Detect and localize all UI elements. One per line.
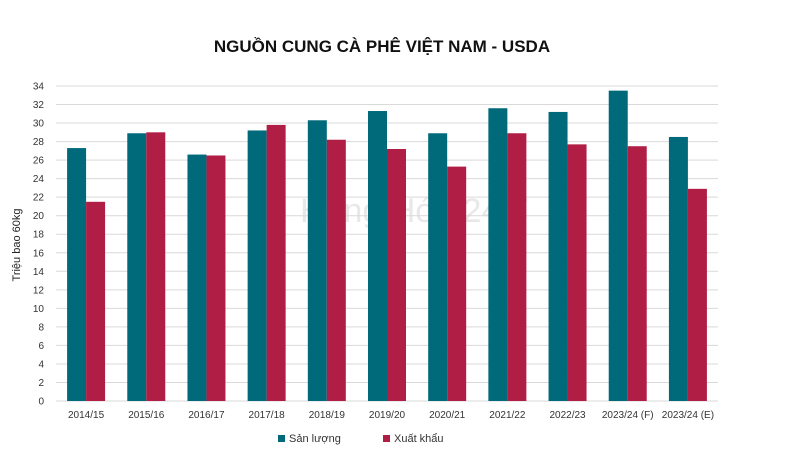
y-tick-label: 20 xyxy=(33,211,45,222)
x-tick-label: 2017/18 xyxy=(249,410,286,421)
bar-san-luong xyxy=(548,111,568,402)
chart-title: NGUỒN CUNG CÀ PHÊ VIỆT NAM - USDA xyxy=(214,37,550,56)
y-tick-label: 12 xyxy=(33,285,45,296)
x-tick-label: 2020/21 xyxy=(429,410,466,421)
bar-xuat-khau xyxy=(86,201,106,401)
y-tick-label: 28 xyxy=(33,137,45,148)
y-tick-label: 18 xyxy=(33,230,45,241)
x-tick-label: 2015/16 xyxy=(128,410,165,421)
bar-san-luong xyxy=(67,148,87,401)
legend-swatch xyxy=(383,435,390,442)
x-tick-label: 2018/19 xyxy=(309,410,346,421)
x-tick-label: 2014/15 xyxy=(68,410,105,421)
bar-xuat-khau xyxy=(326,139,346,401)
y-tick-label: 0 xyxy=(38,397,44,408)
bar-xuat-khau xyxy=(627,146,647,401)
x-tick-label: 2021/22 xyxy=(489,410,526,421)
bar-xuat-khau xyxy=(687,188,707,401)
y-axis-label: Triệu bao 60kg xyxy=(11,209,23,282)
legend-label: Xuất khẩu xyxy=(394,433,444,445)
y-tick-label: 14 xyxy=(33,267,45,278)
x-tick-label: 2016/17 xyxy=(188,410,225,421)
y-tick-label: 30 xyxy=(33,119,45,130)
y-tick-label: 8 xyxy=(38,322,44,333)
bar-xuat-khau xyxy=(567,144,587,401)
x-tick-label: 2023/24 (E) xyxy=(662,410,714,421)
x-axis-ticks: 2014/15 2015/16 2016/17 2017/18 2018/19 2019/… xyxy=(68,410,714,421)
y-tick-label: 4 xyxy=(38,359,44,370)
bar-san-luong xyxy=(488,108,508,401)
bar-xuat-khau xyxy=(146,132,166,401)
x-tick-label: 2023/24 (F) xyxy=(602,410,654,421)
y-tick-label: 26 xyxy=(33,156,45,167)
y-tick-label: 10 xyxy=(33,304,45,315)
y-tick-label: 16 xyxy=(33,248,45,259)
x-tick-label: 2019/20 xyxy=(369,410,406,421)
bar-xuat-khau xyxy=(206,155,226,401)
x-tick-label: 2022/23 xyxy=(549,410,586,421)
y-tick-label: 32 xyxy=(33,100,45,111)
bar-san-luong xyxy=(608,90,628,401)
legend: Sản lượng Xuất khẩu xyxy=(278,433,444,445)
bar-xuat-khau xyxy=(387,149,406,401)
bar-san-luong xyxy=(247,130,267,401)
y-tick-label: 6 xyxy=(38,341,44,352)
bar-xuat-khau xyxy=(447,166,467,401)
y-tick-label: 2 xyxy=(38,378,44,389)
bar-san-luong xyxy=(187,154,207,401)
bar-xuat-khau xyxy=(507,133,527,401)
bar-san-luong xyxy=(668,136,688,402)
bar-san-luong xyxy=(368,111,387,401)
y-tick-label: 24 xyxy=(33,174,45,185)
legend-label: Sản lượng xyxy=(289,433,341,445)
bar-san-luong xyxy=(307,120,327,401)
bars xyxy=(67,90,707,402)
bar-san-luong xyxy=(127,133,147,401)
bar-san-luong xyxy=(428,133,448,401)
y-tick-label: 22 xyxy=(33,193,45,204)
legend-swatch xyxy=(278,435,285,442)
bar-xuat-khau xyxy=(266,124,286,401)
y-tick-label: 34 xyxy=(33,82,45,93)
